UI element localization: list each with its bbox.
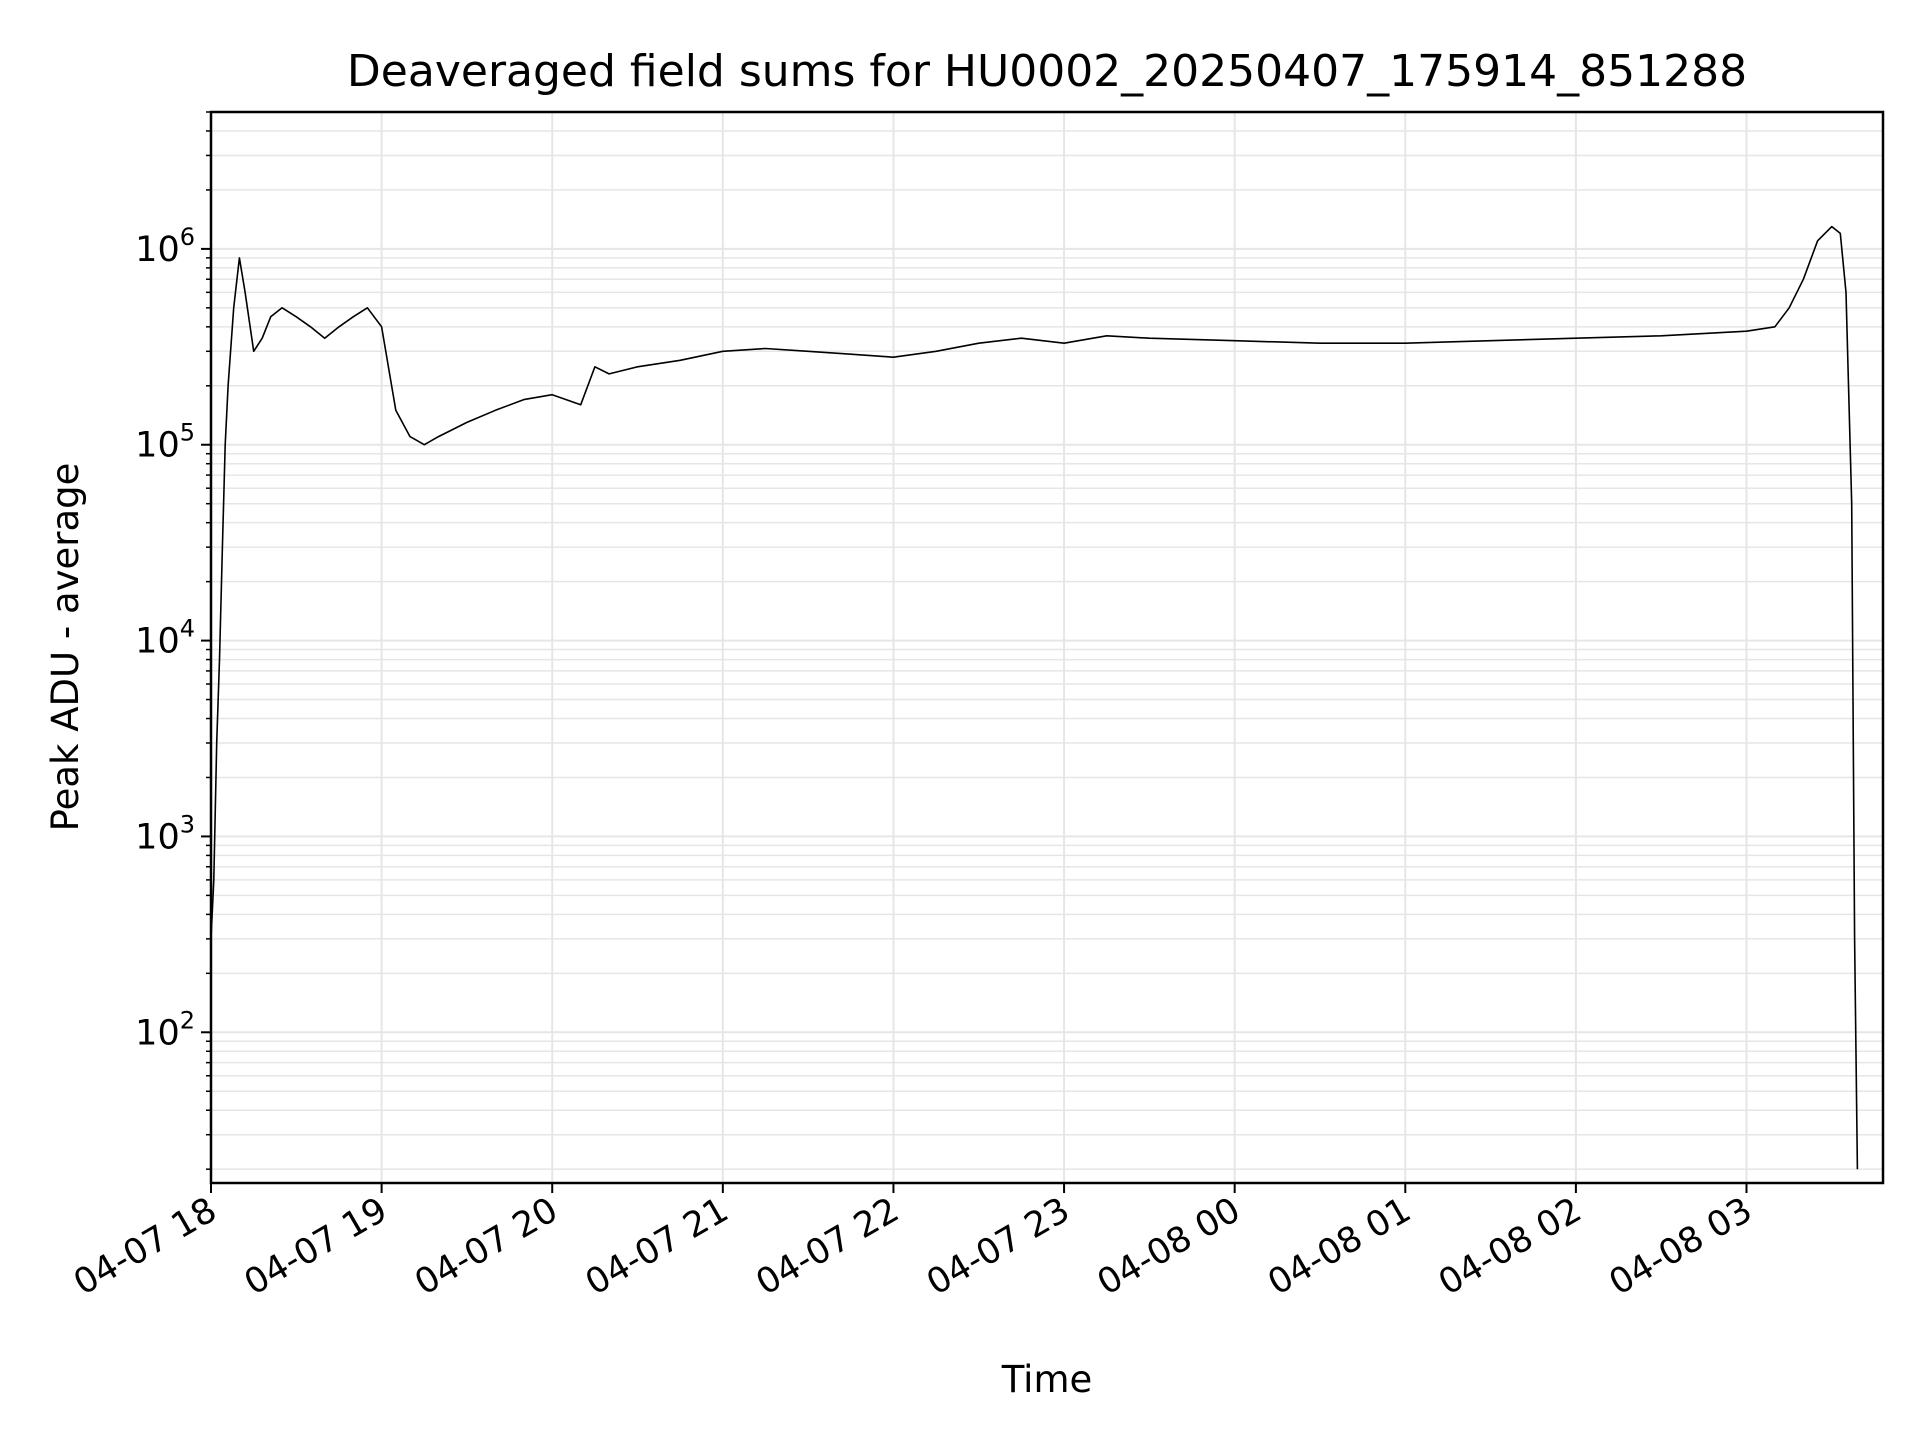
plot-frame — [209, 110, 1885, 1185]
y-tick-label: 104 — [135, 615, 195, 662]
y-tick-label: 102 — [135, 1006, 195, 1053]
y-tick-label: 105 — [135, 419, 195, 466]
y-axis: 102 103 104 105 106 — [135, 111, 211, 1170]
plot-data — [210, 225, 1859, 1170]
y-tick-label: 103 — [135, 810, 195, 857]
x-axis-label: Time — [1001, 1358, 1093, 1401]
y-axis-label: Peak ADU - average — [44, 463, 87, 832]
grid — [210, 111, 1883, 1183]
series-line — [210, 225, 1859, 1170]
y-tick-label: 106 — [135, 223, 195, 270]
chart-title: Deaveraged field sums for HU0002_2025040… — [347, 46, 1747, 97]
